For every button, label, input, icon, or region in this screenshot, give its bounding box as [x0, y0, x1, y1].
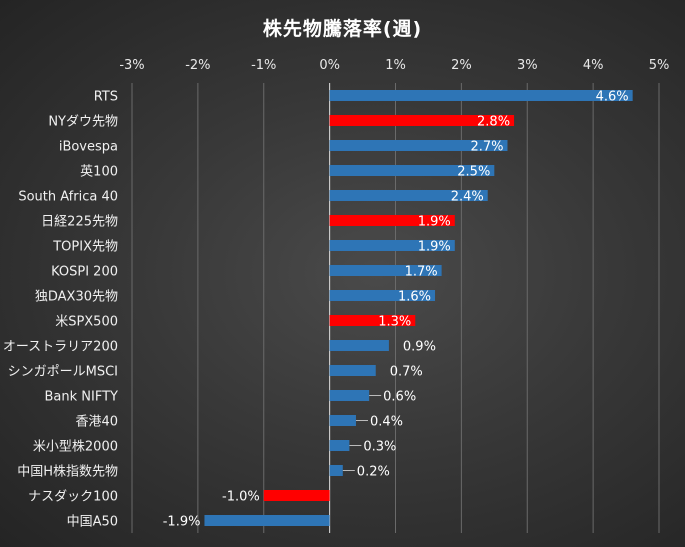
bar: [329, 440, 350, 451]
data-label: 1.9%: [418, 215, 451, 230]
data-label: 2.5%: [457, 165, 490, 180]
data-label: 4.6%: [596, 90, 629, 105]
x-tick-label: 0%: [319, 58, 340, 73]
bar: [329, 340, 389, 351]
data-label: 2.8%: [477, 115, 510, 130]
x-tick-label: 2%: [451, 58, 472, 73]
category-label: South Africa 40: [18, 190, 118, 205]
category-label: TOPIX先物: [52, 240, 118, 255]
category-label: 日経225先物: [41, 215, 118, 230]
data-label: 0.2%: [357, 465, 390, 480]
category-label: 米SPX500: [55, 315, 118, 330]
data-label: 1.9%: [418, 240, 451, 255]
x-tick-label: 4%: [583, 58, 604, 73]
category-label: オーストラリア200: [3, 340, 118, 355]
bar: [329, 465, 343, 476]
category-label: シンガポールMSCI: [8, 365, 118, 380]
category-label: 中国H株指数先物: [17, 465, 118, 480]
bar: [329, 215, 455, 226]
category-label: 独DAX30先物: [35, 290, 118, 305]
bar: [329, 90, 633, 101]
category-label: KOSPI 200: [51, 265, 118, 280]
x-tick-label: 5%: [649, 58, 670, 73]
data-label: 2.4%: [451, 190, 484, 205]
data-label: 1.6%: [398, 290, 431, 305]
chart-title: 株先物騰落率(週): [262, 18, 423, 40]
bar: [204, 515, 330, 526]
category-label: RTS: [94, 90, 118, 105]
category-label: 中国A50: [67, 515, 118, 530]
data-label: -1.0%: [222, 490, 260, 505]
bar: [329, 390, 370, 401]
category-label: ナスダック100: [28, 490, 118, 505]
x-tick-label: -1%: [251, 58, 276, 73]
bar: [329, 365, 376, 376]
x-tick-label: -2%: [185, 58, 210, 73]
category-label: NYダウ先物: [48, 115, 118, 130]
bar: [329, 415, 356, 426]
data-label: 0.4%: [370, 415, 403, 430]
bar: [329, 315, 416, 326]
data-label: 1.3%: [378, 315, 411, 330]
bar: [263, 490, 330, 501]
x-tick-label: 1%: [385, 58, 406, 73]
bar: [329, 115, 515, 126]
category-label: iBovespa: [59, 140, 118, 155]
x-tick-label: -3%: [119, 58, 144, 73]
bar: [329, 165, 495, 176]
bar: [329, 140, 508, 151]
bar: [329, 240, 455, 251]
category-label: Bank NIFTY: [45, 390, 119, 405]
data-label: 2.7%: [470, 140, 503, 155]
x-tick-label: 3%: [517, 58, 538, 73]
bar: [329, 290, 436, 301]
data-label: 1.7%: [405, 265, 438, 280]
data-label: 0.7%: [390, 365, 423, 380]
data-label: 0.9%: [403, 340, 436, 355]
category-label: 香港40: [75, 415, 118, 430]
data-label: -1.9%: [163, 515, 201, 530]
data-label: 0.6%: [383, 390, 416, 405]
category-label: 米小型株2000: [33, 440, 118, 455]
bar: [329, 190, 488, 201]
category-label: 英100: [80, 165, 118, 180]
bar: [329, 265, 442, 276]
data-label: 0.3%: [363, 440, 396, 455]
